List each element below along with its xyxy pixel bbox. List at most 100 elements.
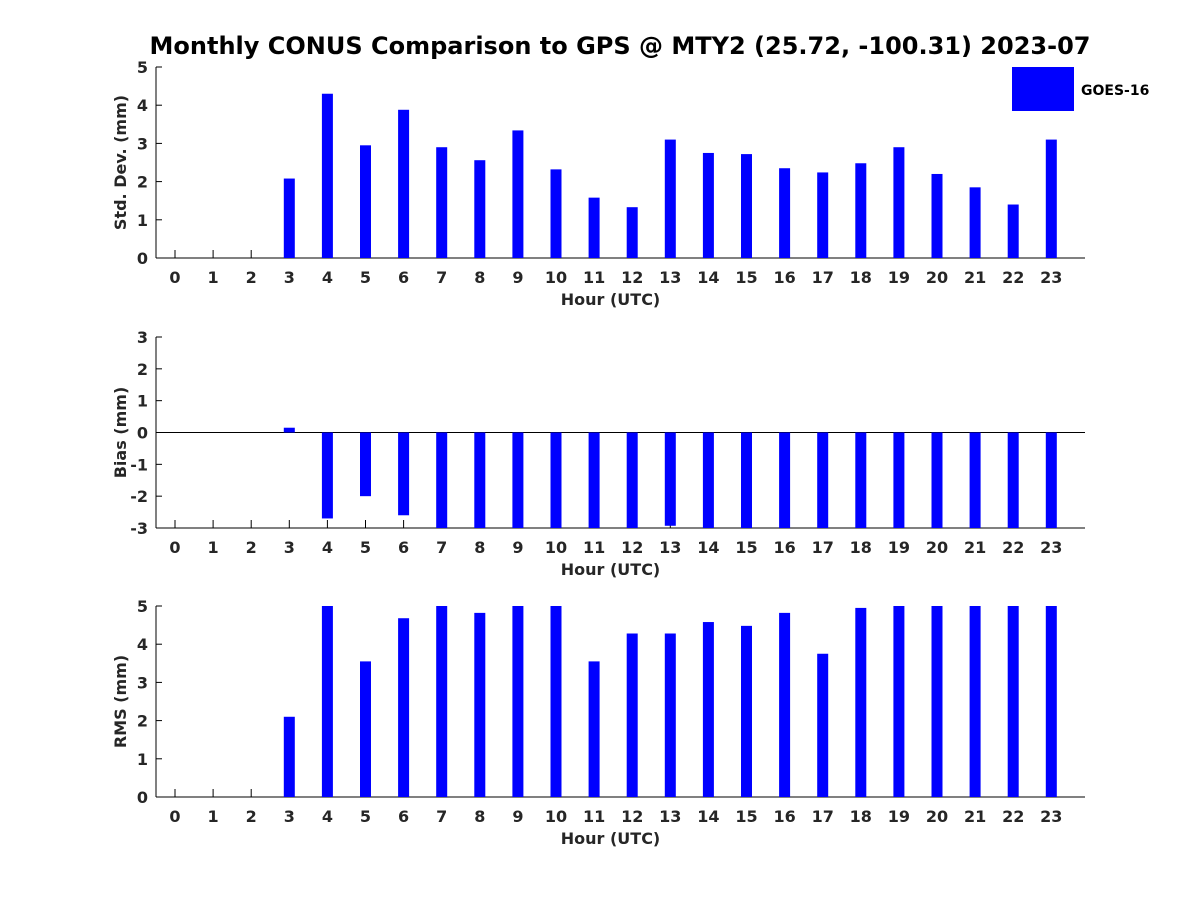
bar-hour-10 (550, 606, 562, 797)
x-tick-label: 18 (850, 807, 872, 826)
y-tick-label: 3 (137, 673, 148, 692)
bar-hour-19 (893, 147, 905, 258)
x-tick-label: 16 (773, 807, 795, 826)
bar-hour-15 (741, 625, 752, 797)
x-tick-label: 20 (926, 807, 948, 826)
x-tick-label: 13 (659, 538, 681, 557)
x-tick-label: 19 (888, 807, 910, 826)
x-tick-label: 9 (512, 538, 523, 557)
x-tick-label: 1 (208, 268, 219, 287)
x-tick-label: 15 (735, 807, 757, 826)
x-tick-label: 4 (322, 538, 333, 557)
x-tick-label: 21 (964, 268, 986, 287)
bar-hour-4 (321, 93, 333, 259)
x-tick-label: 1 (208, 807, 219, 826)
bar-hour-16 (779, 168, 791, 258)
y-tick-label: -3 (130, 519, 148, 538)
x-tick-label: 14 (697, 538, 719, 557)
bar-hour-22 (1007, 432, 1019, 528)
x-tick-label: 13 (659, 268, 681, 287)
x-tick-label: 3 (284, 538, 295, 557)
bar-hour-5 (360, 661, 371, 797)
x-tick-label: 12 (621, 538, 643, 557)
bar-hour-4 (321, 606, 333, 797)
x-tick-label: 4 (322, 268, 333, 287)
bar-hour-6 (398, 432, 410, 516)
bar-hour-20 (931, 432, 943, 528)
x-tick-label: 19 (888, 268, 910, 287)
x-tick-label: 10 (545, 538, 567, 557)
bar-hour-21 (969, 187, 981, 258)
bar-hour-19 (893, 432, 905, 528)
y-tick-label: 1 (137, 392, 148, 411)
x-tick-label: 22 (1002, 538, 1024, 557)
x-tick-label: 11 (583, 268, 605, 287)
x-tick-label: 23 (1040, 268, 1062, 287)
bar-hour-12 (626, 633, 638, 797)
bar-hour-11 (588, 661, 600, 797)
bar-hour-13 (664, 633, 676, 797)
bar-hour-18 (855, 432, 867, 528)
y-tick-label: 3 (137, 134, 148, 153)
x-tick-label: 15 (735, 268, 757, 287)
bar-hour-18 (855, 163, 867, 258)
x-tick-label: 0 (169, 807, 180, 826)
bar-hour-8 (474, 612, 486, 797)
x-tick-label: 9 (512, 268, 523, 287)
x-axis-label: Hour (UTC) (561, 290, 661, 309)
x-tick-label: 10 (545, 807, 567, 826)
bar-hour-8 (474, 160, 486, 258)
x-axis-label: Hour (UTC) (561, 829, 661, 848)
bar-hour-13 (664, 432, 676, 526)
bar-hour-7 (436, 147, 448, 258)
x-tick-label: 11 (583, 807, 605, 826)
bar-hour-17 (817, 432, 829, 528)
bar-hour-11 (588, 432, 600, 528)
bar-hour-8 (474, 432, 486, 528)
bar-hour-20 (931, 173, 943, 258)
y-tick-label: 5 (137, 58, 148, 77)
x-axis-label: Hour (UTC) (561, 560, 661, 579)
bar-hour-6 (398, 109, 410, 258)
x-tick-label: 14 (697, 268, 719, 287)
x-tick-label: 7 (436, 538, 447, 557)
x-tick-label: 2 (246, 538, 257, 557)
y-tick-label: -2 (130, 487, 148, 506)
x-tick-label: 9 (512, 807, 523, 826)
bar-hour-7 (436, 606, 448, 797)
x-tick-label: 0 (169, 538, 180, 557)
x-tick-label: 5 (360, 807, 371, 826)
x-tick-label: 1 (208, 538, 219, 557)
bar-hour-5 (360, 432, 371, 497)
legend: GOES-16 (1012, 67, 1149, 111)
x-tick-label: 0 (169, 268, 180, 287)
bar-hour-12 (626, 432, 638, 528)
x-tick-label: 17 (812, 807, 834, 826)
bar-hour-14 (702, 152, 714, 258)
x-tick-label: 3 (284, 268, 295, 287)
bar-hour-3 (283, 427, 295, 433)
y-tick-label: 1 (137, 750, 148, 769)
y-tick-label: 3 (137, 328, 148, 347)
y-tick-label: 4 (137, 635, 148, 654)
bar-hour-15 (741, 432, 752, 528)
bar-hour-9 (512, 432, 524, 528)
x-tick-label: 19 (888, 538, 910, 557)
bar-hour-18 (855, 607, 867, 797)
x-tick-label: 18 (850, 538, 872, 557)
x-tick-label: 22 (1002, 807, 1024, 826)
x-tick-label: 23 (1040, 538, 1062, 557)
y-axis-label: Std. Dev. (mm) (111, 95, 130, 230)
bar-hour-4 (321, 432, 333, 519)
y-tick-label: 4 (137, 96, 148, 115)
y-tick-label: 5 (137, 597, 148, 616)
x-tick-label: 22 (1002, 268, 1024, 287)
bar-hour-12 (626, 207, 638, 258)
bar-hour-10 (550, 169, 562, 258)
bar-hour-17 (817, 172, 829, 258)
x-tick-label: 12 (621, 807, 643, 826)
x-tick-label: 5 (360, 538, 371, 557)
x-tick-label: 4 (322, 807, 333, 826)
